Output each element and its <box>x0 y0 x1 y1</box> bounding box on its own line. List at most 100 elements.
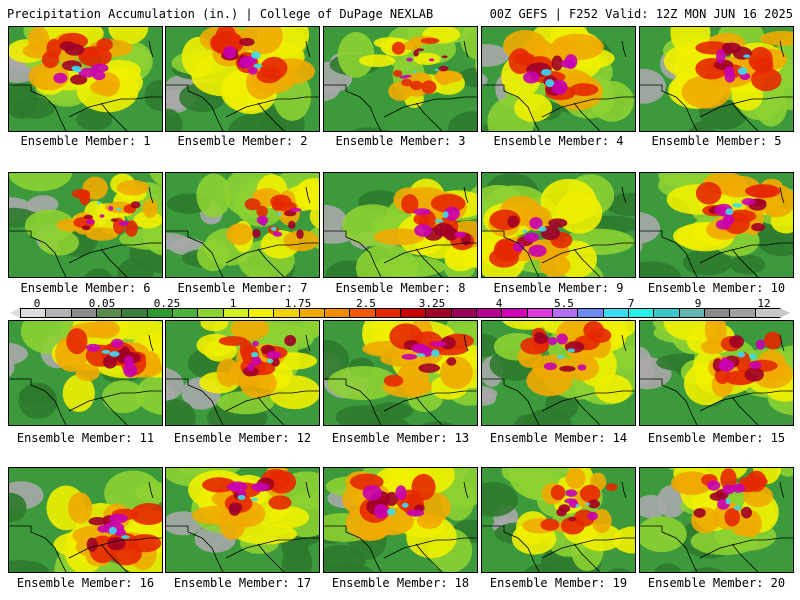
precip-field <box>640 321 793 425</box>
ensemble-member-label: Ensemble Member: 6 <box>20 281 151 295</box>
boundary-line <box>463 186 469 204</box>
precip-blob <box>720 357 729 370</box>
precip-blob <box>76 108 113 131</box>
colorbar-swatch <box>577 308 604 318</box>
precip-blob <box>109 513 128 524</box>
boundary-line <box>166 84 224 131</box>
colorbar-swatch <box>273 308 300 318</box>
precip-blob <box>543 362 557 371</box>
ensemble-member-label: Ensemble Member: 9 <box>493 281 624 295</box>
precip-blob <box>441 55 448 59</box>
precip-blob <box>81 225 91 231</box>
colorbar-swatch <box>653 308 680 318</box>
ensemble-member-label: Ensemble Member: 15 <box>647 431 786 445</box>
precip-blob <box>272 231 283 237</box>
ensemble-map-panel <box>8 320 163 426</box>
precip-blob <box>53 72 68 84</box>
precip-blob <box>440 356 473 390</box>
boundary-line <box>640 84 698 131</box>
precip-blob <box>238 59 253 69</box>
precip-blob <box>359 54 396 67</box>
precip-blob <box>248 66 258 75</box>
precip-blob <box>496 239 512 260</box>
precip-blob <box>166 277 209 278</box>
precip-blob <box>523 232 540 243</box>
colorbar-swatch <box>526 308 553 318</box>
precip-blob <box>565 489 577 497</box>
precip-blob <box>399 75 408 79</box>
precip-blob <box>166 399 196 425</box>
precip-field <box>482 468 635 572</box>
colorbar-tick-label: 0 <box>33 297 41 310</box>
precip-blob <box>737 351 746 358</box>
precip-field <box>640 173 793 277</box>
precip-blob <box>393 70 403 77</box>
precip-blob <box>540 178 597 224</box>
precip-blob <box>85 227 119 241</box>
boundary-line <box>621 481 627 499</box>
boundary-line <box>779 334 785 352</box>
boundary-line <box>383 242 477 264</box>
boundary-line <box>9 525 67 572</box>
precip-blob <box>512 242 525 252</box>
precip-blob <box>215 27 237 49</box>
precip-blob <box>565 468 586 489</box>
precip-blob <box>62 374 95 412</box>
colorbar-swatch <box>552 308 579 318</box>
boundary-line <box>699 537 793 559</box>
ensemble-map-panel <box>8 172 163 278</box>
precip-blob <box>97 201 101 205</box>
precip-blob <box>640 358 655 385</box>
precip-blob <box>252 228 261 238</box>
colorbar-swatch <box>197 308 224 318</box>
precip-blob <box>227 113 288 131</box>
boundary-line <box>573 396 601 425</box>
boundary-line <box>621 186 627 204</box>
colorbar-tick-label: 2.5 <box>356 297 376 310</box>
ensemble-member-label: Ensemble Member: 8 <box>335 281 466 295</box>
precip-field <box>9 468 162 572</box>
precip-blob <box>251 356 262 366</box>
precip-blob <box>130 503 162 525</box>
precip-blob <box>327 366 399 401</box>
precip-blob <box>68 492 93 524</box>
ensemble-map-panel <box>8 26 163 132</box>
precip-blob <box>716 49 726 64</box>
precip-blob <box>654 563 682 572</box>
precip-blob <box>230 321 270 341</box>
precip-blob <box>226 223 253 246</box>
precip-blob <box>556 508 567 517</box>
precip-blob <box>283 210 297 217</box>
precip-blob <box>410 80 423 91</box>
precip-blob <box>86 343 101 352</box>
colorbar-swatch <box>754 308 781 318</box>
boundary-line <box>482 84 540 131</box>
precip-blob <box>416 353 426 357</box>
precip-blob <box>64 43 85 56</box>
precip-blob <box>693 508 706 518</box>
colorbar-swatch <box>349 308 376 318</box>
precip-blob <box>271 198 284 211</box>
precip-blob <box>534 332 545 339</box>
precip-blob <box>743 54 751 58</box>
colorbar-swatch <box>172 308 199 318</box>
precip-field <box>166 27 319 131</box>
precip-blob <box>482 482 519 517</box>
precip-blob <box>373 256 446 277</box>
precip-blob <box>514 93 553 122</box>
precip-blob <box>102 380 145 414</box>
precip-blob <box>200 321 229 332</box>
boundary-line <box>9 378 67 425</box>
colorbar-tick-label: 1.75 <box>284 297 312 310</box>
precip-blob <box>640 212 661 244</box>
boundary-line <box>324 230 382 277</box>
precip-blob <box>524 564 558 572</box>
precip-blob <box>268 495 292 510</box>
boundary-line <box>541 537 635 559</box>
precip-blob <box>395 485 407 501</box>
precip-blob <box>725 498 731 505</box>
colorbar-swatch <box>678 308 705 318</box>
boundary-line <box>573 102 601 131</box>
precip-blob <box>11 96 56 119</box>
precip-blob <box>270 226 277 231</box>
